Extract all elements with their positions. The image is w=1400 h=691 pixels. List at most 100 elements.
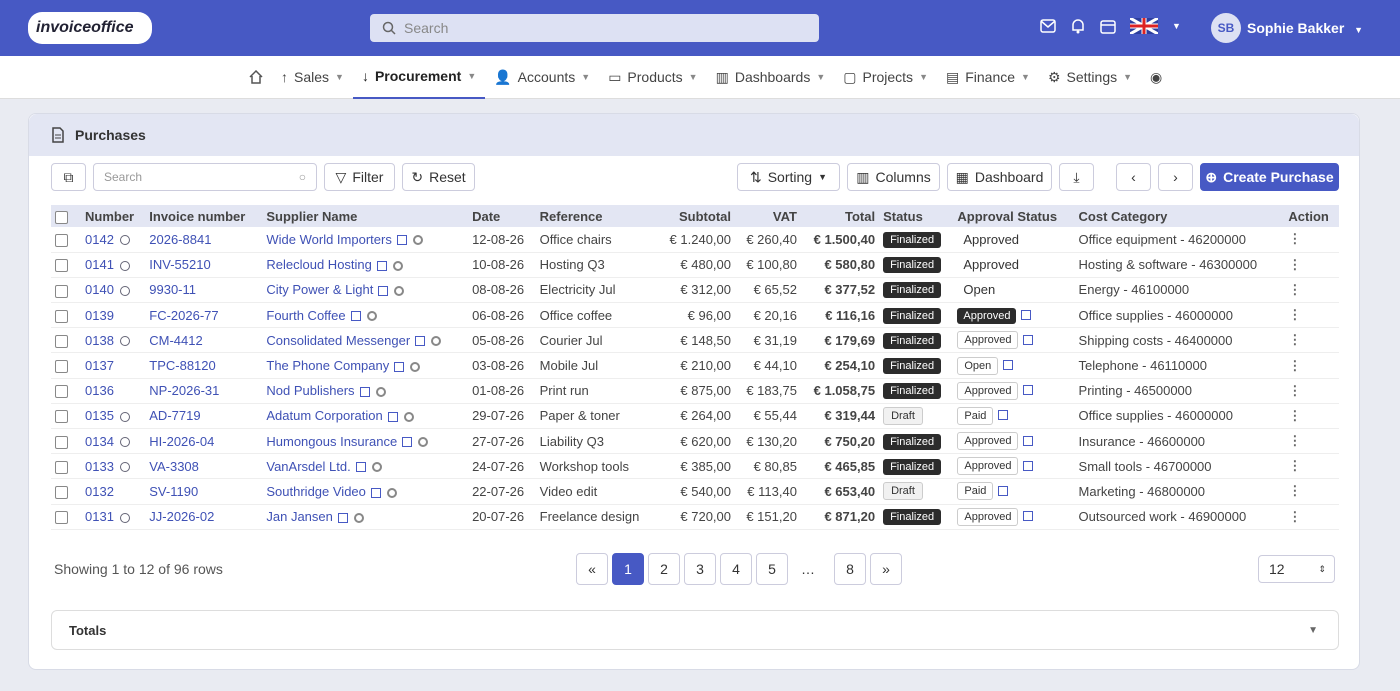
supplier-link[interactable]: The Phone Company [266,358,390,374]
table-row[interactable]: 0137 TPC-88120 The Phone Company 03-08-26 Mo… [51,352,1339,379]
nav-finance[interactable]: ▤ Finance ▼ [937,56,1039,99]
gear-icon[interactable] [394,286,405,297]
column-header[interactable]: Invoice number [145,205,263,227]
column-header[interactable]: Subtotal [656,205,735,227]
column-header[interactable]: Reference [535,205,657,227]
invoice-number-link[interactable]: SV-1190 [149,483,199,499]
external-link-icon[interactable] [376,260,387,271]
more-actions-icon[interactable]: ⋮ [1288,281,1302,297]
number-link[interactable]: 0142 [85,231,114,247]
row-checkbox[interactable] [55,360,68,374]
table-search-input[interactable]: Search ○ [93,163,317,191]
number-link[interactable]: 0140 [85,282,114,298]
page-button[interactable]: 5 [756,553,788,585]
invoice-number-link[interactable]: JJ-2026-02 [149,509,215,525]
nav-dashboards[interactable]: ▥ Dashboards ▼ [707,56,835,99]
supplier-link[interactable]: City Power & Light [266,282,374,298]
user-name[interactable]: Sophie Bakker ▼ [1247,20,1363,36]
external-link-icon[interactable] [396,235,407,246]
invoice-number-link[interactable]: FC-2026-77 [149,307,219,323]
gear-icon[interactable] [418,437,429,448]
invoice-number-link[interactable]: HI-2026-04 [149,433,215,449]
row-checkbox[interactable] [55,486,68,499]
invoice-number-link[interactable]: VA-3308 [149,458,199,474]
bell-icon[interactable] [1070,18,1086,34]
number-link[interactable]: 0135 [85,408,114,424]
column-header[interactable]: Total [800,205,880,227]
row-checkbox[interactable] [55,460,68,474]
supplier-link[interactable]: Consolidated Messenger [266,332,411,348]
sorting-button[interactable]: ⇅ Sorting ▼ [737,163,840,191]
external-link-icon[interactable] [1023,511,1034,522]
create-purchase-button[interactable]: ⊕ Create Purchase [1200,163,1339,191]
external-link-icon[interactable] [378,286,389,297]
page-button[interactable]: « [576,553,608,585]
number-link[interactable]: 0138 [85,332,114,348]
row-checkbox[interactable] [55,259,68,273]
table-row[interactable]: 0131 JJ-2026-02 Jan Jansen 20-07-26 Freelanc… [51,504,1339,530]
gear-icon[interactable] [366,311,377,322]
nav-projects[interactable]: ▢ Projects ▼ [834,56,937,99]
number-link[interactable]: 0134 [85,433,114,449]
external-link-icon[interactable] [998,486,1009,497]
prev-button[interactable]: ‹ [1116,163,1151,191]
page-button[interactable]: » [870,553,902,585]
more-actions-icon[interactable]: ⋮ [1288,458,1302,474]
gear-icon[interactable] [375,386,386,397]
reset-button[interactable]: ↻ Reset [402,163,475,191]
external-link-icon[interactable] [387,411,398,422]
row-checkbox[interactable] [55,511,68,525]
filter-button[interactable]: ▽ Filter [324,163,395,191]
supplier-link[interactable]: Wide World Importers [266,231,392,247]
invoice-number-link[interactable]: INV-55210 [149,257,211,273]
app-logo[interactable]: invoiceoffice [28,12,152,44]
external-link-icon[interactable] [1023,334,1034,345]
supplier-link[interactable]: Adatum Corporation [266,408,383,424]
columns-button[interactable]: ▥ Columns [847,163,940,191]
column-header[interactable]: Status [879,205,954,227]
external-link-icon[interactable] [1023,460,1034,471]
invoice-number-link[interactable]: CM-4412 [149,332,203,348]
table-row[interactable]: 0133 VA-3308 VanArsdel Ltd. 24-07-26 Worksho… [51,453,1339,480]
page-size-select[interactable]: 12 ⇕ [1258,555,1335,583]
external-link-icon[interactable] [1021,310,1032,321]
more-actions-icon[interactable]: ⋮ [1288,256,1302,272]
gear-icon[interactable] [353,512,364,523]
invoice-number-link[interactable]: TPC-88120 [149,358,216,374]
table-row[interactable]: 0138 CM-4412 Consolidated Messenger 05-08-2… [51,327,1339,354]
number-link[interactable]: 0137 [85,358,114,374]
page-button[interactable]: 8 [834,553,866,585]
column-header[interactable]: Action [1284,205,1339,227]
table-row[interactable]: 0141 INV-55210 Relecloud Hosting 10-08-26 Ho… [51,252,1339,278]
global-search[interactable]: Search [370,14,819,42]
invoice-number-link[interactable]: 9930-11 [149,282,197,298]
nav-procurement[interactable]: ↓ Procurement ▼ [352,56,486,99]
column-header[interactable]: Cost Category [1074,205,1285,227]
table-row[interactable]: 0132 SV-1190 Southridge Video 22-07-26 Video… [51,478,1339,505]
flag-uk-icon[interactable] [1130,18,1158,34]
calendar-icon[interactable] [1100,18,1116,34]
nav-products[interactable]: ▭ Products ▼ [599,56,706,99]
external-link-icon[interactable] [1003,360,1014,371]
table-row[interactable]: 0140 9930-11 City Power & Light 08-08-26 Ele… [51,277,1339,304]
external-link-icon[interactable] [337,512,348,523]
table-row[interactable]: 0134 HI-2026-04 Humongous Insurance 27-07-2… [51,428,1339,455]
number-link[interactable]: 0132 [85,483,114,499]
column-header[interactable]: Number [81,205,146,227]
column-header[interactable]: Date [468,205,536,227]
gear-icon[interactable] [392,260,403,271]
download-button[interactable]: ⤓ [1059,163,1094,191]
invoice-number-link[interactable]: 2026-8841 [149,231,212,247]
number-link[interactable]: 0131 [85,509,114,525]
supplier-link[interactable]: Jan Jansen [266,509,333,525]
nav-view[interactable]: ◉ [1141,56,1171,99]
nav-sales[interactable]: ↑ Sales ▼ [272,56,353,99]
gear-icon[interactable] [386,487,397,498]
supplier-link[interactable]: Fourth Coffee [266,307,346,323]
table-row[interactable]: 0139 FC-2026-77 Fourth Coffee 06-08-26 Offic… [51,302,1339,329]
row-checkbox[interactable] [55,284,68,298]
page-button[interactable]: 3 [684,553,716,585]
nav-accounts[interactable]: 👤 Accounts ▼ [485,56,599,99]
more-actions-icon[interactable]: ⋮ [1288,407,1302,423]
supplier-link[interactable]: VanArsdel Ltd. [266,458,351,474]
